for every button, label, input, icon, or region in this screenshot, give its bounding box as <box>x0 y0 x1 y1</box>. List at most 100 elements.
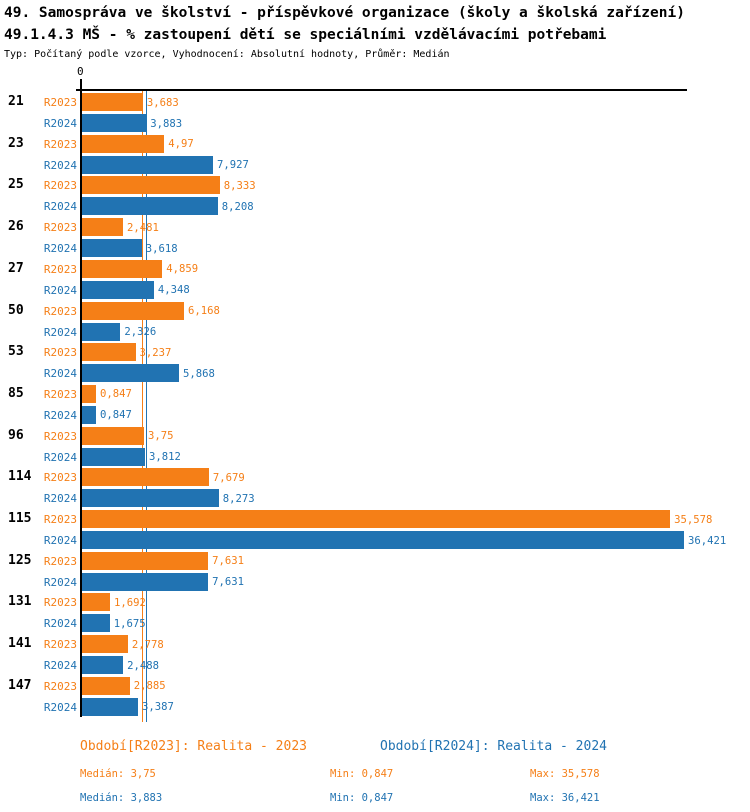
series-label-r2024: R2024 <box>43 325 77 339</box>
value-label-r2023: 8,333 <box>223 179 256 192</box>
value-label-r2024: 3,812 <box>149 451 181 464</box>
series-label-r2023: R2023 <box>43 513 77 526</box>
stat-median-r2024: Medián: 3,883 <box>80 792 163 804</box>
series-label-r2024: R2024 <box>43 534 77 547</box>
bar-r2023 <box>82 468 209 487</box>
series-label-r2024: R2024 <box>43 242 77 256</box>
bar-r2024 <box>82 447 145 466</box>
legend-r2023: Období[R2023]: Realita - 2023 <box>80 739 307 754</box>
bar-r2023 <box>82 676 130 695</box>
bar-r2023 <box>82 93 143 111</box>
chart-meta-info: Typ: Počítaný podle vzorce, Vyhodnocení:… <box>4 49 450 60</box>
series-label-r2024: R2024 <box>43 283 77 297</box>
value-label-r2024: 7,631 <box>212 576 244 589</box>
value-label-r2024: 8,208 <box>221 200 254 213</box>
series-label-r2023: R2023 <box>43 679 77 693</box>
category-label: 25 <box>8 177 24 193</box>
bar-r2023 <box>82 218 123 237</box>
category-label: 114 <box>8 469 32 485</box>
bar-r2024 <box>82 364 179 383</box>
series-label-r2023: R2023 <box>43 179 77 193</box>
series-label-r2023: R2023 <box>43 429 77 443</box>
legend-r2024: Období[R2024]: Realita - 2024 <box>380 739 607 754</box>
y-axis-line <box>80 89 82 717</box>
bar-r2024 <box>82 114 147 132</box>
category-label: 125 <box>8 552 32 568</box>
bar-r2023 <box>82 593 110 612</box>
value-label-r2023: 3,237 <box>139 346 172 359</box>
value-label-r2024: 3,387 <box>142 701 174 714</box>
bar-r2024 <box>82 322 121 341</box>
x-axis-zero-label: 0 <box>77 65 84 78</box>
value-label-r2024: 3,618 <box>145 242 178 255</box>
bar-r2023 <box>82 426 144 445</box>
value-label-r2024: 36,421 <box>688 534 727 547</box>
value-label-r2023: 2,481 <box>127 221 159 234</box>
value-label-r2023: 0,847 <box>100 388 132 401</box>
median-line-r2024 <box>145 91 147 722</box>
plot-top-border <box>76 89 687 91</box>
value-label-r2024: 3,883 <box>150 117 183 130</box>
series-label-r2024: R2024 <box>43 659 77 673</box>
stat-max-r2024: Max: 36,421 <box>530 792 600 804</box>
bar-r2023 <box>82 510 671 528</box>
stat-min-r2023: Min: 0,847 <box>330 768 394 780</box>
chart-title: 49. Samospráva ve školství - příspěvkové… <box>4 5 685 21</box>
value-label-r2024: 0,847 <box>100 409 132 422</box>
x-axis-zero-tick <box>80 79 82 89</box>
category-label: 23 <box>8 135 24 151</box>
value-label-r2024: 7,927 <box>217 159 249 172</box>
stat-min-r2024: Min: 0,847 <box>330 792 394 804</box>
series-label-r2023: R2023 <box>43 387 77 401</box>
value-label-r2023: 7,679 <box>212 471 245 484</box>
series-label-r2023: R2023 <box>43 137 77 151</box>
series-label-r2024: R2024 <box>43 700 77 714</box>
category-label: 27 <box>8 260 24 276</box>
bar-r2024 <box>82 280 154 299</box>
series-label-r2023: R2023 <box>43 304 77 318</box>
bar-r2023 <box>82 301 184 320</box>
value-label-r2024: 4,348 <box>157 284 190 297</box>
value-label-r2023: 2,778 <box>131 638 164 651</box>
category-label: 53 <box>8 344 24 360</box>
category-label: 115 <box>8 511 32 526</box>
series-label-r2024: R2024 <box>43 158 77 172</box>
stat-median-r2023: Medián: 3,75 <box>80 768 156 780</box>
value-label-r2023: 3,75 <box>148 430 174 443</box>
value-label-r2023: 4,859 <box>166 263 199 276</box>
value-label-r2023: 7,631 <box>212 555 244 568</box>
value-label-r2024: 8,273 <box>222 492 255 505</box>
bar-r2024 <box>82 155 213 174</box>
bar-r2024 <box>82 531 684 549</box>
category-label: 96 <box>8 427 24 443</box>
bar-r2024 <box>82 697 138 716</box>
series-label-r2023: R2023 <box>43 96 77 109</box>
series-label-r2024: R2024 <box>43 408 77 422</box>
bar-r2023 <box>82 259 163 278</box>
value-label-r2024: 5,868 <box>183 367 215 380</box>
bar-r2024 <box>82 489 219 508</box>
category-label: 141 <box>8 636 32 652</box>
bar-r2024 <box>82 572 209 591</box>
category-label: 26 <box>8 219 24 235</box>
value-label-r2023: 1,692 <box>114 596 146 609</box>
value-label-r2024: 1,675 <box>113 617 146 630</box>
bar-r2023 <box>82 551 209 570</box>
series-label-r2024: R2024 <box>43 117 77 130</box>
series-label-r2024: R2024 <box>43 200 77 214</box>
category-label: 85 <box>8 385 24 401</box>
series-label-r2023: R2023 <box>43 638 77 652</box>
median-line-r2023 <box>142 91 143 722</box>
category-label: 147 <box>8 677 32 693</box>
series-label-r2023: R2023 <box>43 221 77 235</box>
bar-r2024 <box>82 405 96 424</box>
chart-subtitle: 49.1.4.3 MŠ - % zastoupení dětí se speci… <box>4 27 607 43</box>
series-label-r2023: R2023 <box>43 262 77 276</box>
series-label-r2024: R2024 <box>43 450 77 464</box>
stat-max-r2023: Max: 35,578 <box>530 768 600 780</box>
value-label-r2023: 2,885 <box>133 680 166 693</box>
series-label-r2023: R2023 <box>43 346 77 360</box>
bar-r2024 <box>82 239 142 258</box>
category-label: 50 <box>8 302 24 318</box>
